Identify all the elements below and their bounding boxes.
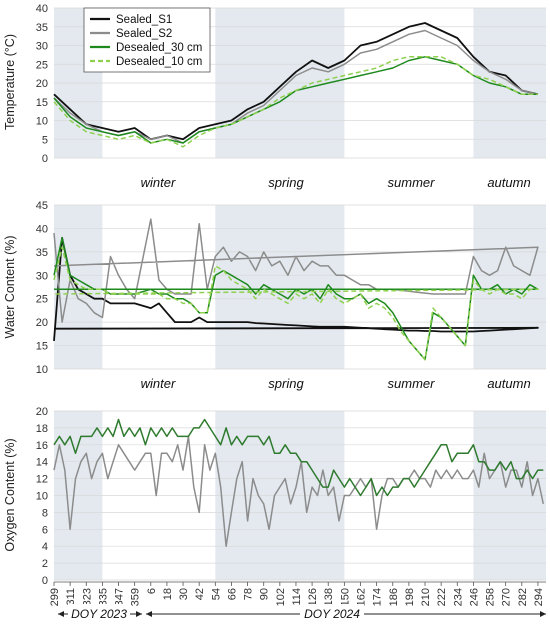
xtick-label-210: 210 — [420, 588, 432, 606]
ytick-label-temperature-40: 40 — [36, 3, 48, 15]
doy-2024-label: DOY 2024 — [304, 607, 360, 621]
xtick-label-66: 66 — [226, 588, 238, 600]
ytick-label-temperature-35: 35 — [36, 22, 48, 34]
xtick-label-299: 299 — [49, 588, 61, 606]
xtick-label-126: 126 — [307, 588, 319, 606]
xtick-label-162: 162 — [355, 588, 367, 606]
xtick-label-90: 90 — [259, 588, 271, 600]
series-water-sealed-s1 — [53, 236, 539, 341]
chart-panels: 0 5 10 15 20 25 30 35 40 10 15 20 25 30 35 40 45 0 2 4 6 8 10 1… — [36, 3, 545, 587]
xtick-label-323: 323 — [81, 588, 93, 606]
ytick-label-oxygen-12: 12 — [36, 474, 48, 486]
xtick-label-138: 138 — [323, 588, 335, 606]
ytick-label-temperature-25: 25 — [36, 59, 48, 71]
season-label-summer-1: summer — [388, 175, 436, 190]
xtick-label-174: 174 — [372, 588, 384, 606]
xtick-label-347: 347 — [114, 588, 126, 606]
doy-2024-arrowhead-left — [146, 611, 152, 617]
xtick-label-246: 246 — [468, 588, 480, 606]
xtick-label-311: 311 — [65, 588, 77, 606]
ytick-label-oxygen-8: 8 — [42, 507, 48, 519]
doy-2023-label-bg — [68, 604, 130, 622]
xtick-label-234: 234 — [452, 588, 464, 606]
xtick-label-294: 294 — [533, 588, 545, 606]
legend-label-desealed-10: Desealed_10 cm — [116, 56, 202, 68]
ytick-label-temperature-5: 5 — [42, 134, 48, 146]
legend: Sealed_S1 Sealed_S2 Desealed_30 cm Desea… — [83, 7, 211, 73]
ytick-label-temperature-0: 0 — [42, 153, 48, 165]
ytick-label-temperature-20: 20 — [36, 78, 48, 90]
xtick-label-78: 78 — [243, 588, 255, 600]
doy-2023-arrowhead-right — [136, 611, 142, 617]
doy-2023-arrowhead-left — [58, 611, 64, 617]
ytick-label-oxygen-10: 10 — [36, 491, 48, 503]
ytick-label-water-30: 30 — [36, 270, 48, 282]
legend-label-sealed-s1: Sealed_S1 — [116, 14, 172, 26]
ytick-label-water-10: 10 — [36, 364, 48, 376]
season-band-1-0 — [54, 205, 103, 369]
xtick-label-102: 102 — [275, 588, 287, 606]
season-label-spring-1: spring — [268, 175, 304, 190]
xtick-label-282: 282 — [517, 588, 529, 606]
xtick-label-359: 359 — [130, 588, 142, 606]
season-label-winter-2: winter — [141, 376, 176, 391]
xtick-label-18: 18 — [162, 588, 174, 600]
ytick-label-water-40: 40 — [36, 223, 48, 235]
season-label-autumn-2: autumn — [487, 376, 530, 391]
ytick-label-oxygen-0: 0 — [42, 575, 48, 587]
ytick-label-oxygen-16: 16 — [36, 440, 48, 452]
season-label-winter-1: winter — [141, 175, 176, 190]
series-temperature-desealed-10-cm — [53, 56, 538, 148]
ytick-label-oxygen-20: 20 — [36, 406, 48, 418]
season-label-spring-2: spring — [268, 376, 304, 391]
xtick-label-335: 335 — [97, 588, 109, 606]
doy-markers: DOY 2023 DOY 2024 — [58, 604, 546, 622]
legend-label-sealed-s2: Sealed_S2 — [116, 28, 172, 40]
ylabel-water: Water Content (%) — [3, 235, 17, 338]
season-label-autumn-1: autumn — [487, 175, 530, 190]
ytick-label-temperature-10: 10 — [36, 116, 48, 128]
ylabel-temperature: Temperature (°C) — [3, 34, 17, 130]
xtick-label-270: 270 — [501, 588, 513, 606]
x-axis: 299 311 323 335 347 359 6 18 30 42 54 66 78 90 102 114 1… — [49, 581, 546, 606]
ytick-label-oxygen-6: 6 — [42, 524, 48, 536]
xtick-label-42: 42 — [194, 588, 206, 600]
doy-2023-label: DOY 2023 — [71, 607, 127, 621]
xtick-label-114: 114 — [291, 588, 303, 606]
xtick-label-186: 186 — [388, 588, 400, 606]
xtick-label-258: 258 — [485, 588, 497, 606]
series-oxygen-oxygen-desealed — [53, 418, 544, 497]
grid-lines — [54, 7, 546, 581]
season-band-1-1 — [215, 205, 345, 369]
series-water-desealed-10-cm — [53, 246, 539, 361]
ytick-label-water-35: 35 — [36, 247, 48, 259]
legend-label-desealed-30: Desealed_30 cm — [116, 42, 202, 54]
ytick-label-oxygen-4: 4 — [42, 541, 48, 553]
doy-2024-arrowhead-right — [540, 611, 546, 617]
ytick-label-water-45: 45 — [36, 200, 48, 212]
ytick-label-temperature-30: 30 — [36, 41, 48, 53]
series-water-sealed-s2 — [53, 218, 539, 323]
ytick-label-water-20: 20 — [36, 317, 48, 329]
series-temperature-sealed-s1 — [53, 22, 539, 141]
xtick-label-6: 6 — [146, 588, 158, 594]
xtick-label-54: 54 — [210, 588, 222, 600]
xtick-label-222: 222 — [436, 588, 448, 606]
ytick-label-temperature-15: 15 — [36, 97, 48, 109]
ylabel-oxygen: Oxygen Content (%) — [3, 438, 17, 551]
xtick-label-30: 30 — [178, 588, 190, 600]
ytick-label-water-15: 15 — [36, 341, 48, 353]
ytick-label-oxygen-2: 2 — [42, 558, 48, 570]
season-label-summer-2: summer — [388, 376, 436, 391]
series-oxygen-sealed-s2 — [53, 435, 545, 547]
doy-2024-label-bg — [300, 604, 364, 622]
ytick-label-water-25: 25 — [36, 294, 48, 306]
ytick-label-oxygen-14: 14 — [36, 457, 48, 469]
xtick-label-198: 198 — [404, 588, 416, 606]
xtick-label-150: 150 — [339, 588, 351, 606]
ytick-label-oxygen-18: 18 — [36, 423, 48, 435]
